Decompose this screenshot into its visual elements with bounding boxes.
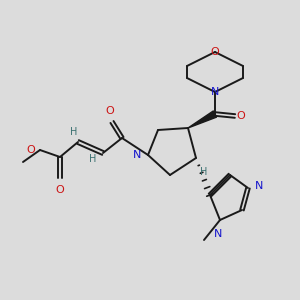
Text: O: O — [237, 111, 245, 121]
Text: O: O — [26, 145, 35, 155]
Text: O: O — [56, 185, 64, 195]
Text: N: N — [211, 87, 219, 97]
Text: H: H — [89, 154, 97, 164]
Text: N: N — [133, 150, 141, 160]
Text: H: H — [70, 127, 78, 137]
Text: N: N — [255, 181, 263, 191]
Polygon shape — [188, 111, 217, 128]
Text: H: H — [200, 167, 208, 177]
Text: N: N — [214, 229, 222, 239]
Text: O: O — [106, 106, 114, 116]
Text: O: O — [211, 47, 219, 57]
